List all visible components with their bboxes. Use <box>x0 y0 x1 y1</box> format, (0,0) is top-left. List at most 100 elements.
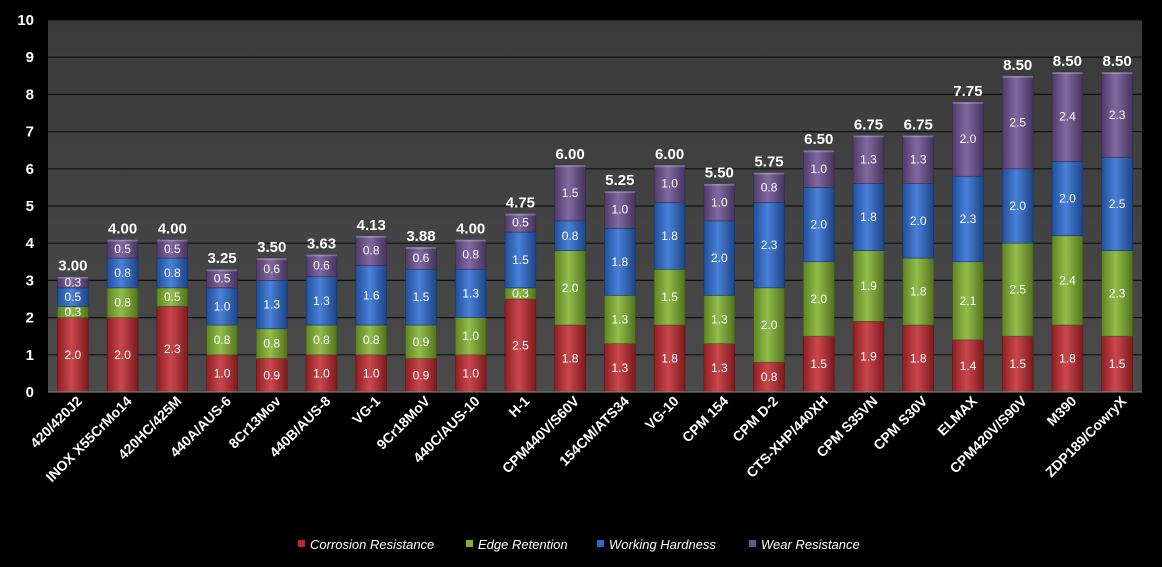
bar-segment <box>355 235 387 266</box>
segment-data-label: 2.4 <box>1059 273 1076 287</box>
bar-segment <box>305 254 338 277</box>
bar-segment <box>604 190 636 229</box>
segment-data-label: 2.0 <box>562 281 579 295</box>
bar-segment <box>803 261 835 337</box>
bar-segment <box>305 354 338 393</box>
bar-segment <box>753 201 785 289</box>
y-tick-label: 8 <box>26 86 34 103</box>
bar-segment <box>454 268 487 318</box>
segment-data-label: 0.6 <box>263 262 280 276</box>
y-tick-label: 9 <box>26 49 34 66</box>
x-tick-label: H-1 <box>505 393 532 420</box>
segment-data-label: 2.5 <box>1009 115 1026 129</box>
total-data-label: 5.50 <box>705 165 734 182</box>
segment-data-label: 1.0 <box>462 329 479 343</box>
bar-segment <box>653 268 686 326</box>
segment-data-label: 0.5 <box>164 242 181 256</box>
segment-data-label: 1.8 <box>661 229 678 243</box>
bar-segment <box>405 268 437 326</box>
legend-entry-label: Working Hardness <box>609 537 716 552</box>
legend-swatch <box>749 540 756 547</box>
bar-segment <box>504 213 537 233</box>
bar-highlight <box>902 135 934 138</box>
segment-data-label: 0.5 <box>214 272 231 286</box>
segment-data-label: 2.3 <box>1109 286 1126 300</box>
y-tick-label: 10 <box>17 12 34 29</box>
y-tick-label: 7 <box>26 124 34 141</box>
legend-entry-label: Edge Retention <box>478 537 568 552</box>
segment-data-label: 1.8 <box>1059 352 1076 366</box>
bar-segment <box>206 354 238 393</box>
bar-segment <box>554 164 586 222</box>
segment-data-label: 2.3 <box>164 342 181 356</box>
bar-segment <box>902 135 934 184</box>
total-data-label: 6.00 <box>556 146 585 163</box>
segment-data-label: 2.0 <box>1009 199 1026 213</box>
bar-segment <box>803 149 835 188</box>
bar-segment <box>554 324 586 393</box>
segment-data-label: 1.0 <box>363 366 380 380</box>
segment-data-label: 1.8 <box>661 352 678 366</box>
total-data-label: 4.75 <box>506 194 535 211</box>
bar-segment <box>156 306 189 393</box>
segment-data-label: 0.3 <box>65 305 82 319</box>
x-tick-label: CPM D-2 <box>729 393 781 445</box>
segment-data-label: 1.0 <box>313 366 330 380</box>
bar-segment <box>753 361 785 393</box>
bar-segment <box>554 250 586 326</box>
segment-data-label: 1.5 <box>413 290 430 304</box>
bar-segment <box>206 287 238 326</box>
total-data-label: 6.75 <box>904 116 933 133</box>
bar-segment <box>852 135 885 184</box>
bar-segment <box>604 343 636 393</box>
bar-highlight <box>1051 72 1083 75</box>
segment-data-label: 0.8 <box>761 370 778 384</box>
bar-segment <box>753 287 785 363</box>
segment-data-label: 1.3 <box>263 298 280 312</box>
bar-segment <box>604 228 636 296</box>
x-tick-label: VG-10 <box>642 393 682 433</box>
bar-segment <box>852 250 885 322</box>
segment-data-label: 0.3 <box>512 286 529 300</box>
bar-segment <box>504 231 537 289</box>
bar-segment <box>703 183 736 222</box>
segment-data-label: 1.3 <box>612 312 629 326</box>
bar-segment <box>952 261 984 341</box>
segment-data-label: 1.0 <box>462 366 479 380</box>
total-data-label: 5.75 <box>754 154 783 171</box>
segment-data-label: 1.0 <box>661 177 678 191</box>
bar-segment <box>1001 168 1034 244</box>
bar-segment <box>1101 71 1133 158</box>
bar-segment <box>653 164 686 203</box>
bar-segment <box>902 257 934 326</box>
bar-segment <box>902 324 934 393</box>
segment-data-label: 2.0 <box>65 348 82 362</box>
y-axis: 0 1 2 3 4 5 6 7 8 9 10 <box>17 12 34 401</box>
segment-data-label: 2.4 <box>1059 110 1076 124</box>
bar-highlight <box>703 183 735 186</box>
legend-swatch <box>597 540 604 547</box>
total-data-label: 7.75 <box>953 83 982 100</box>
bar-segment <box>504 298 537 393</box>
bar-highlight <box>455 239 487 242</box>
y-tick-label: 5 <box>26 198 34 215</box>
total-data-label: 3.50 <box>257 239 286 256</box>
bar-segment <box>106 257 139 289</box>
segment-data-label: 1.5 <box>562 186 579 200</box>
bar-segment <box>803 187 835 263</box>
bar-segment <box>852 183 885 251</box>
total-data-label: 3.00 <box>58 258 87 275</box>
bar-highlight <box>753 172 785 175</box>
total-data-label: 8.50 <box>1053 53 1082 70</box>
segment-data-label: 2.0 <box>910 214 927 228</box>
bar-segment <box>405 324 437 359</box>
bar-segment <box>1101 157 1133 251</box>
x-tick-label: ELMAX <box>934 392 980 438</box>
bar-highlight <box>604 191 636 194</box>
segment-data-label: 0.8 <box>114 266 131 280</box>
segment-data-label: 0.8 <box>263 337 280 351</box>
y-tick-label: 3 <box>26 272 34 289</box>
segment-data-label: 1.6 <box>363 288 380 302</box>
segment-data-label: 1.3 <box>462 286 479 300</box>
y-tick-label: 4 <box>26 235 35 252</box>
